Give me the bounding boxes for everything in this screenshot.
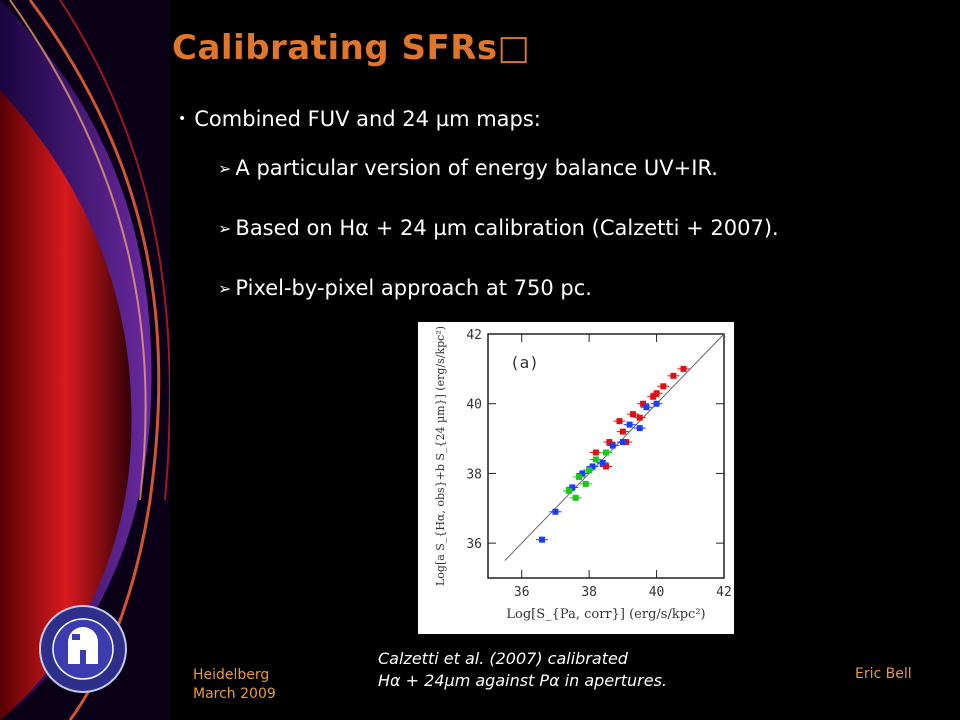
sub-bullet: ➢ Based on Hα + 24 µm calibration (Calze… bbox=[218, 198, 938, 258]
arrow-bullet-icon: ➢ bbox=[218, 218, 232, 238]
institute-seal-logo bbox=[39, 605, 127, 693]
figure-caption: Calzetti et al. (2007) calibrated Hα + 2… bbox=[378, 648, 778, 692]
y-tick-label: 38 bbox=[466, 467, 482, 482]
y-tick-label: 42 bbox=[466, 328, 482, 343]
footer-location-line-2: March 2009 bbox=[193, 686, 276, 702]
arrow-bullet-icon: ➢ bbox=[218, 158, 232, 178]
x-tick-label: 38 bbox=[581, 585, 597, 600]
slide-title: Calibrating SFRs□ bbox=[172, 28, 531, 68]
footer-author: Eric Bell bbox=[855, 666, 912, 682]
x-tick-label: 36 bbox=[514, 585, 530, 600]
sub-bullet-text: A particular version of energy balance U… bbox=[235, 156, 718, 180]
footer-location: Heidelberg March 2009 bbox=[193, 666, 276, 704]
y-tick-label: 36 bbox=[466, 537, 482, 552]
bullet-list: • Combined FUV and 24 µm maps: ➢ A parti… bbox=[178, 100, 938, 318]
x-axis-label: Log[S_{Pa, corr}] (erg/s/kpc²) bbox=[506, 607, 705, 622]
x-tick-label: 42 bbox=[716, 585, 732, 600]
sub-bullet: ➢ Pixel-by-pixel approach at 750 pc. bbox=[218, 258, 938, 318]
arrow-bullet-icon: ➢ bbox=[218, 278, 232, 298]
sub-bullet: ➢ A particular version of energy balance… bbox=[218, 138, 938, 198]
bullet-dot-icon: • bbox=[178, 111, 187, 127]
caption-line-2: Hα + 24µm against Pα in apertures. bbox=[378, 671, 668, 690]
main-bullet: • Combined FUV and 24 µm maps: bbox=[178, 100, 938, 138]
scatter-chart: 36 38 40 42 36 38 40 42 (a) Log[S_{Pa, corr}] (er… bbox=[418, 322, 734, 634]
caption-line-1: Calzetti et al. (2007) calibrated bbox=[378, 649, 628, 668]
footer-location-line-1: Heidelberg bbox=[193, 667, 270, 683]
chart-svg: 36 38 40 42 36 38 40 42 (a) Log[S_{Pa, corr}] (er… bbox=[434, 326, 732, 622]
decorative-swoosh bbox=[0, 0, 170, 720]
sub-bullet-text: Based on Hα + 24 µm calibration (Calzett… bbox=[235, 216, 779, 240]
panel-label: (a) bbox=[510, 353, 539, 372]
y-tick-label: 40 bbox=[466, 398, 482, 413]
x-tick-label: 40 bbox=[649, 585, 665, 600]
main-bullet-text: Combined FUV and 24 µm maps: bbox=[194, 107, 541, 131]
sub-bullet-text: Pixel-by-pixel approach at 750 pc. bbox=[235, 276, 592, 300]
y-axis-label: Log[a S_{Hα, obs}+b S_{24 µm}] (erg/s/kp… bbox=[434, 326, 447, 586]
plot-frame bbox=[487, 333, 725, 579]
